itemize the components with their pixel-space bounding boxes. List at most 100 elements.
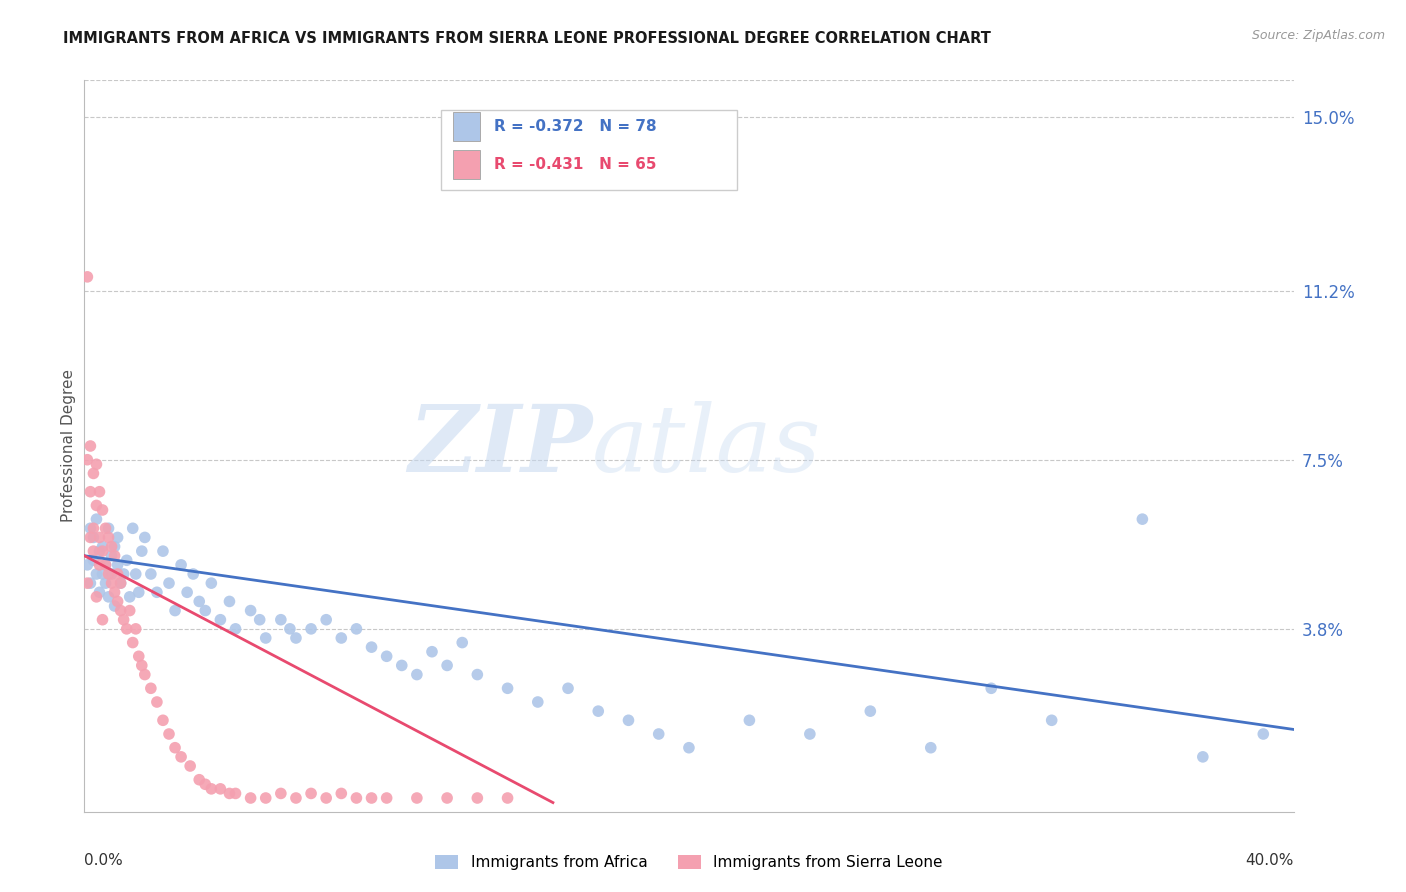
Point [299, 622, 322, 636]
Point [82, 530, 104, 544]
Point [112, 567, 135, 582]
Point [496, 681, 519, 696]
Point [527, 695, 550, 709]
Point [170, 558, 193, 572]
Point [115, 622, 138, 636]
Point [648, 727, 671, 741]
Point [859, 704, 882, 718]
Point [165, 603, 187, 617]
Point [91, 567, 114, 582]
Point [375, 649, 398, 664]
FancyBboxPatch shape [441, 110, 737, 190]
Point [118, 603, 141, 617]
Point [467, 791, 489, 805]
Point [104, 540, 127, 554]
Point [557, 681, 579, 696]
Point [107, 567, 129, 582]
Point [89, 530, 111, 544]
Point [165, 740, 187, 755]
Point [121, 521, 143, 535]
Point [89, 484, 111, 499]
Point [76, 452, 98, 467]
Point [128, 649, 150, 664]
Point [94, 576, 117, 591]
Point [104, 549, 127, 563]
Point [170, 749, 193, 764]
Text: IMMIGRANTS FROM AFRICA VS IMMIGRANTS FROM SIERRA LEONE PROFESSIONAL DEGREE CORRE: IMMIGRANTS FROM AFRICA VS IMMIGRANTS FRO… [63, 31, 991, 46]
Point [406, 667, 429, 681]
Point [97, 590, 120, 604]
Point [89, 544, 111, 558]
Point [89, 558, 111, 572]
Point [79, 521, 101, 535]
Point [91, 613, 114, 627]
Point [330, 787, 353, 801]
Point [436, 658, 458, 673]
Point [678, 740, 700, 755]
Point [100, 576, 122, 591]
Point [134, 530, 156, 544]
Point [617, 714, 640, 728]
Point [79, 530, 101, 544]
Point [89, 585, 111, 599]
Point [157, 576, 180, 591]
Point [270, 613, 292, 627]
Point [1130, 512, 1153, 526]
Text: 40.0%: 40.0% [1246, 853, 1294, 868]
Point [82, 467, 104, 481]
Point [179, 759, 201, 773]
Point [225, 787, 247, 801]
Point [91, 503, 114, 517]
Point [360, 791, 382, 805]
Point [436, 791, 458, 805]
Point [139, 567, 162, 582]
Point [82, 521, 104, 535]
Point [86, 590, 108, 604]
Point [100, 549, 122, 563]
Point [254, 631, 277, 645]
Text: 0.0%: 0.0% [84, 853, 124, 868]
Point [157, 727, 180, 741]
Point [194, 777, 217, 791]
Point [131, 658, 153, 673]
Point [209, 781, 232, 796]
Point [128, 585, 150, 599]
Point [920, 740, 942, 755]
Point [86, 458, 108, 472]
Point [496, 791, 519, 805]
Point [107, 530, 129, 544]
Point [82, 553, 104, 567]
Point [76, 576, 98, 591]
Point [125, 567, 148, 582]
Text: Source: ZipAtlas.com: Source: ZipAtlas.com [1251, 29, 1385, 42]
Point [118, 590, 141, 604]
Point [94, 558, 117, 572]
Point [188, 594, 211, 608]
Point [86, 512, 108, 526]
Point [285, 631, 308, 645]
Point [451, 635, 474, 649]
Point [218, 594, 240, 608]
Point [152, 714, 174, 728]
Point [285, 791, 308, 805]
Point [91, 540, 114, 554]
Point [278, 622, 301, 636]
Point [315, 791, 337, 805]
Point [79, 576, 101, 591]
Point [97, 530, 120, 544]
Point [346, 622, 368, 636]
Point [152, 544, 174, 558]
Point [110, 603, 132, 617]
Point [420, 645, 443, 659]
Point [315, 613, 337, 627]
Point [406, 791, 429, 805]
Point [188, 772, 211, 787]
Point [134, 667, 156, 681]
Point [346, 791, 368, 805]
Point [270, 787, 292, 801]
Point [79, 439, 101, 453]
Point [76, 269, 98, 284]
Point [104, 599, 127, 613]
Point [112, 613, 135, 627]
Point [91, 544, 114, 558]
